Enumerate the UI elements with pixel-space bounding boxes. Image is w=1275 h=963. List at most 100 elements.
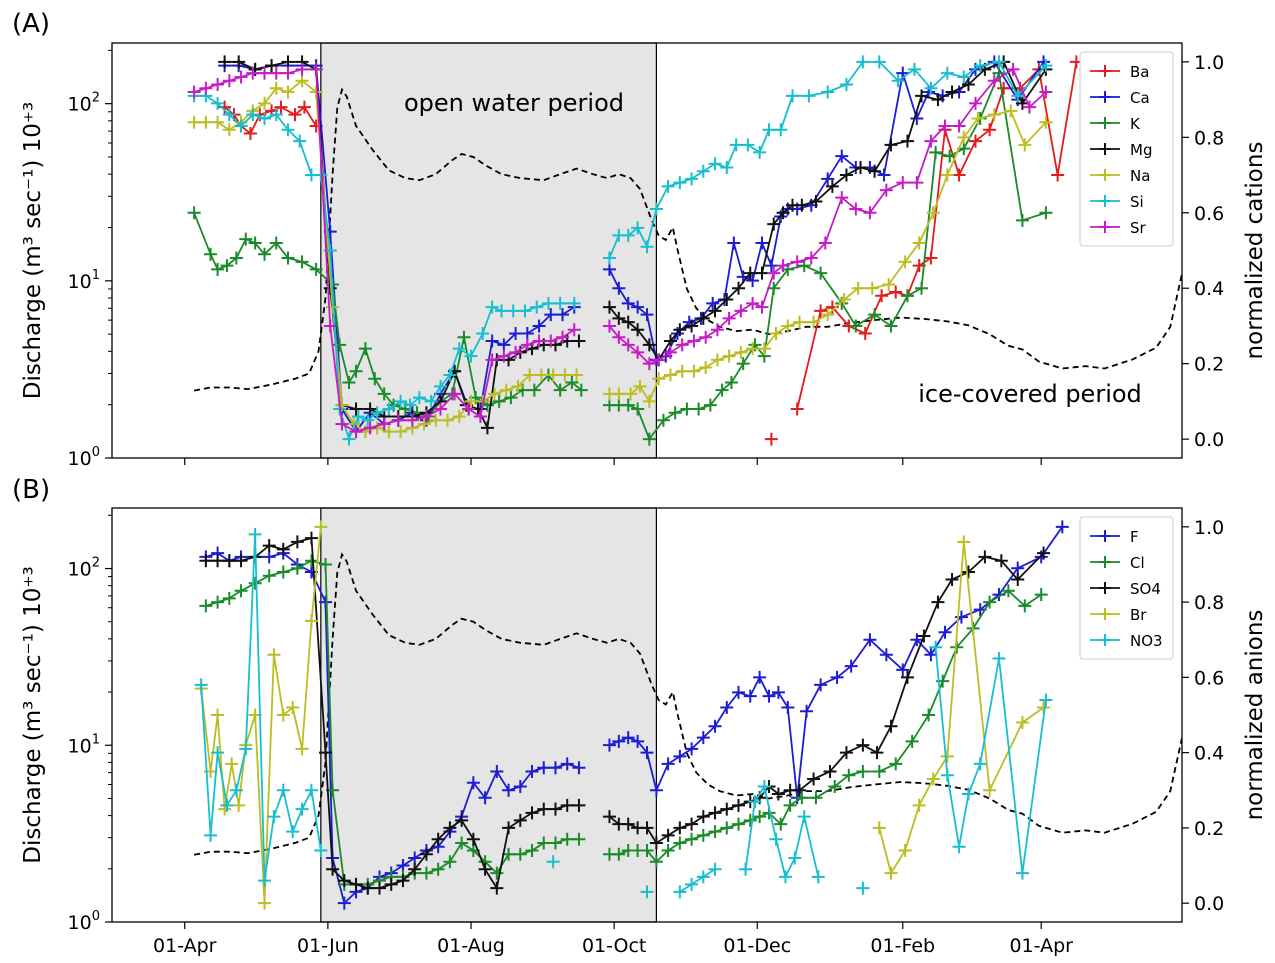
data-point (910, 633, 924, 647)
data-point (743, 689, 757, 703)
data-point (1011, 573, 1025, 587)
data-point (1039, 85, 1053, 99)
tick-exp: 1 (92, 732, 100, 747)
data-point (431, 862, 445, 876)
data-point (926, 772, 940, 786)
data-point (642, 338, 656, 352)
data-point (290, 535, 304, 549)
data-point (490, 881, 504, 895)
data-point (473, 410, 487, 423)
data-point (624, 387, 638, 401)
data-point (746, 274, 760, 288)
data-point (1039, 206, 1053, 220)
data-point (931, 93, 945, 107)
data-point (572, 798, 586, 812)
data-point (485, 334, 499, 348)
data-point (940, 66, 954, 80)
data-point (478, 791, 492, 805)
series-line (224, 61, 579, 431)
data-point (314, 520, 328, 534)
data-point (525, 843, 539, 857)
data-point (281, 85, 295, 99)
data-point (696, 311, 710, 325)
data-point (872, 55, 886, 69)
data-point (368, 372, 382, 386)
data-point (804, 251, 818, 265)
data-point (978, 550, 992, 564)
legend-swatch-marker (1099, 582, 1111, 594)
data-point (304, 614, 318, 628)
x-tick-label: 01-Apr (153, 935, 217, 957)
data-point (443, 855, 457, 869)
data-point (649, 202, 663, 216)
data-point (640, 746, 654, 760)
data-point (211, 96, 225, 110)
data-point (795, 791, 809, 805)
data-point (377, 417, 391, 431)
data-point (497, 338, 511, 352)
data-point (699, 330, 713, 344)
data-point (797, 259, 811, 273)
data-point (234, 584, 248, 598)
data-point (211, 595, 225, 609)
data-point (211, 115, 225, 129)
data-point (778, 870, 792, 884)
data-point (452, 342, 466, 356)
y-right-tick-label: 1.0 (1194, 517, 1224, 539)
data-point (652, 353, 666, 367)
data-point (293, 134, 307, 148)
data-point (774, 123, 788, 137)
data-point (785, 89, 799, 103)
data-point (940, 768, 954, 782)
data-point (675, 364, 689, 378)
data-point (814, 678, 828, 692)
discharge-line (193, 552, 1182, 856)
data-point (490, 866, 504, 880)
data-point (872, 821, 886, 835)
data-point (455, 813, 469, 827)
data-point (757, 780, 771, 794)
data-point (952, 168, 966, 182)
data-point (1015, 716, 1029, 730)
data-point (211, 262, 225, 276)
data-point (809, 791, 823, 805)
data-point (337, 874, 351, 888)
data-point (715, 383, 729, 397)
series-cl (199, 554, 1048, 891)
data-point (452, 410, 466, 423)
data-point (795, 198, 809, 212)
data-point (696, 164, 710, 178)
data-point (811, 870, 825, 884)
data-point (534, 368, 548, 382)
y-right-tick-label: 0.0 (1194, 429, 1224, 451)
data-point (839, 168, 853, 182)
data-point (408, 862, 422, 876)
y-left-tick-label: 100 (68, 445, 100, 470)
data-point (631, 323, 645, 337)
data-point (478, 862, 492, 876)
data-point (520, 327, 534, 340)
data-point (708, 862, 722, 876)
data-point (649, 783, 663, 797)
data-point (987, 108, 1001, 122)
data-point (232, 798, 246, 812)
data-point (1004, 104, 1018, 118)
data-point (884, 319, 898, 333)
data-point (844, 659, 858, 673)
data-point (631, 221, 645, 235)
data-point (940, 749, 954, 763)
y-left-tick-label: 101 (68, 732, 100, 757)
data-point (708, 719, 722, 733)
data-point (924, 134, 938, 148)
data-point (211, 554, 225, 568)
data-point (800, 704, 814, 718)
data-point (602, 262, 616, 276)
data-point (917, 629, 931, 643)
data-point (211, 78, 225, 91)
data-point (443, 821, 457, 835)
data-point (720, 700, 734, 714)
tick-exp: 2 (92, 556, 100, 571)
data-point (497, 349, 511, 363)
data-point (868, 308, 882, 322)
data-point (905, 734, 919, 748)
